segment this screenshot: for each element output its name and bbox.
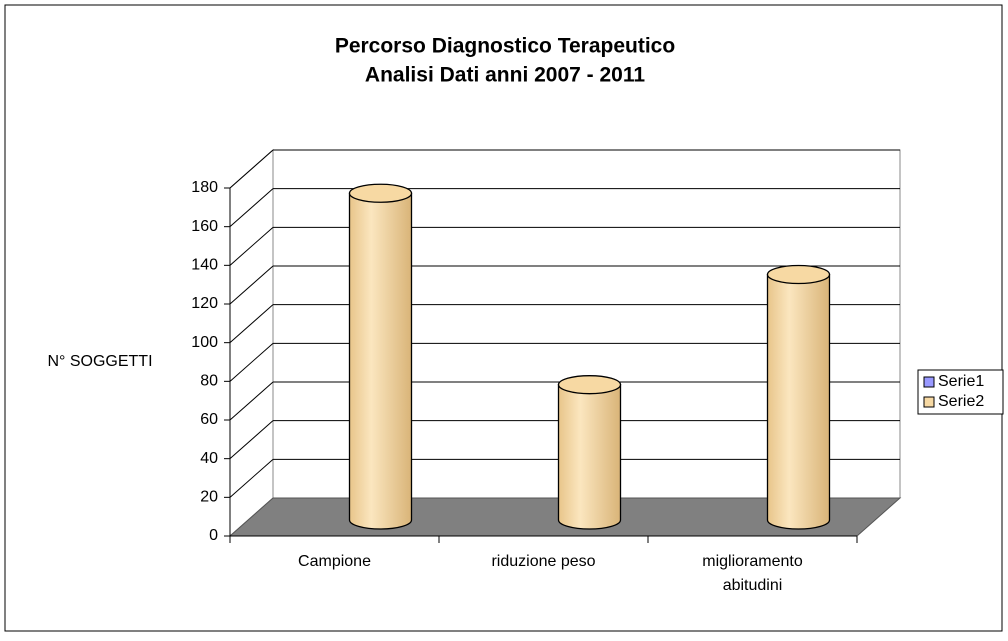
y-tick-label: 120 xyxy=(191,295,218,312)
bar xyxy=(348,183,413,530)
legend-swatch xyxy=(923,396,935,408)
bar-part xyxy=(557,384,622,530)
y-tick-label: 60 xyxy=(200,411,218,428)
grid-line xyxy=(229,342,274,382)
legend-label: Serie2 xyxy=(938,393,984,410)
y-tick-label: 40 xyxy=(200,450,218,467)
grid-line xyxy=(229,265,274,305)
y-tick-label: 160 xyxy=(191,218,218,235)
y-tick-label: 100 xyxy=(191,334,218,351)
y-tick-label: 20 xyxy=(200,489,218,506)
y-tick-label: 180 xyxy=(191,179,218,196)
y-tick-label: 140 xyxy=(191,257,218,274)
chart-subtitle: Analisi Dati anni 2007 - 2011 xyxy=(365,64,645,87)
bar xyxy=(557,375,622,530)
x-tick-label: riduzione peso xyxy=(491,553,595,570)
bar-part xyxy=(557,375,622,395)
y-tick-label: 0 xyxy=(209,527,218,544)
grid-line xyxy=(229,304,274,344)
grid-line xyxy=(229,420,274,460)
grid-line xyxy=(229,458,274,498)
chart-title: Percorso Diagnostico Terapeutico xyxy=(335,35,675,58)
bar xyxy=(766,264,831,530)
grid-line xyxy=(229,226,274,266)
y-tick-label: 80 xyxy=(200,373,218,390)
bar-part xyxy=(766,273,831,530)
bar-part xyxy=(766,264,831,285)
legend-label: Serie1 xyxy=(938,373,984,390)
y-axis-label: N° SOGGETTI xyxy=(47,353,152,370)
grid-line xyxy=(229,381,274,421)
grid-line xyxy=(229,149,274,189)
bar-part xyxy=(348,183,413,203)
legend-swatch xyxy=(923,376,935,388)
x-tick-label: miglioramento abitudini xyxy=(702,553,803,594)
grid-line xyxy=(229,188,274,228)
bar-part xyxy=(348,192,413,530)
x-tick-label: Campione xyxy=(298,553,371,570)
